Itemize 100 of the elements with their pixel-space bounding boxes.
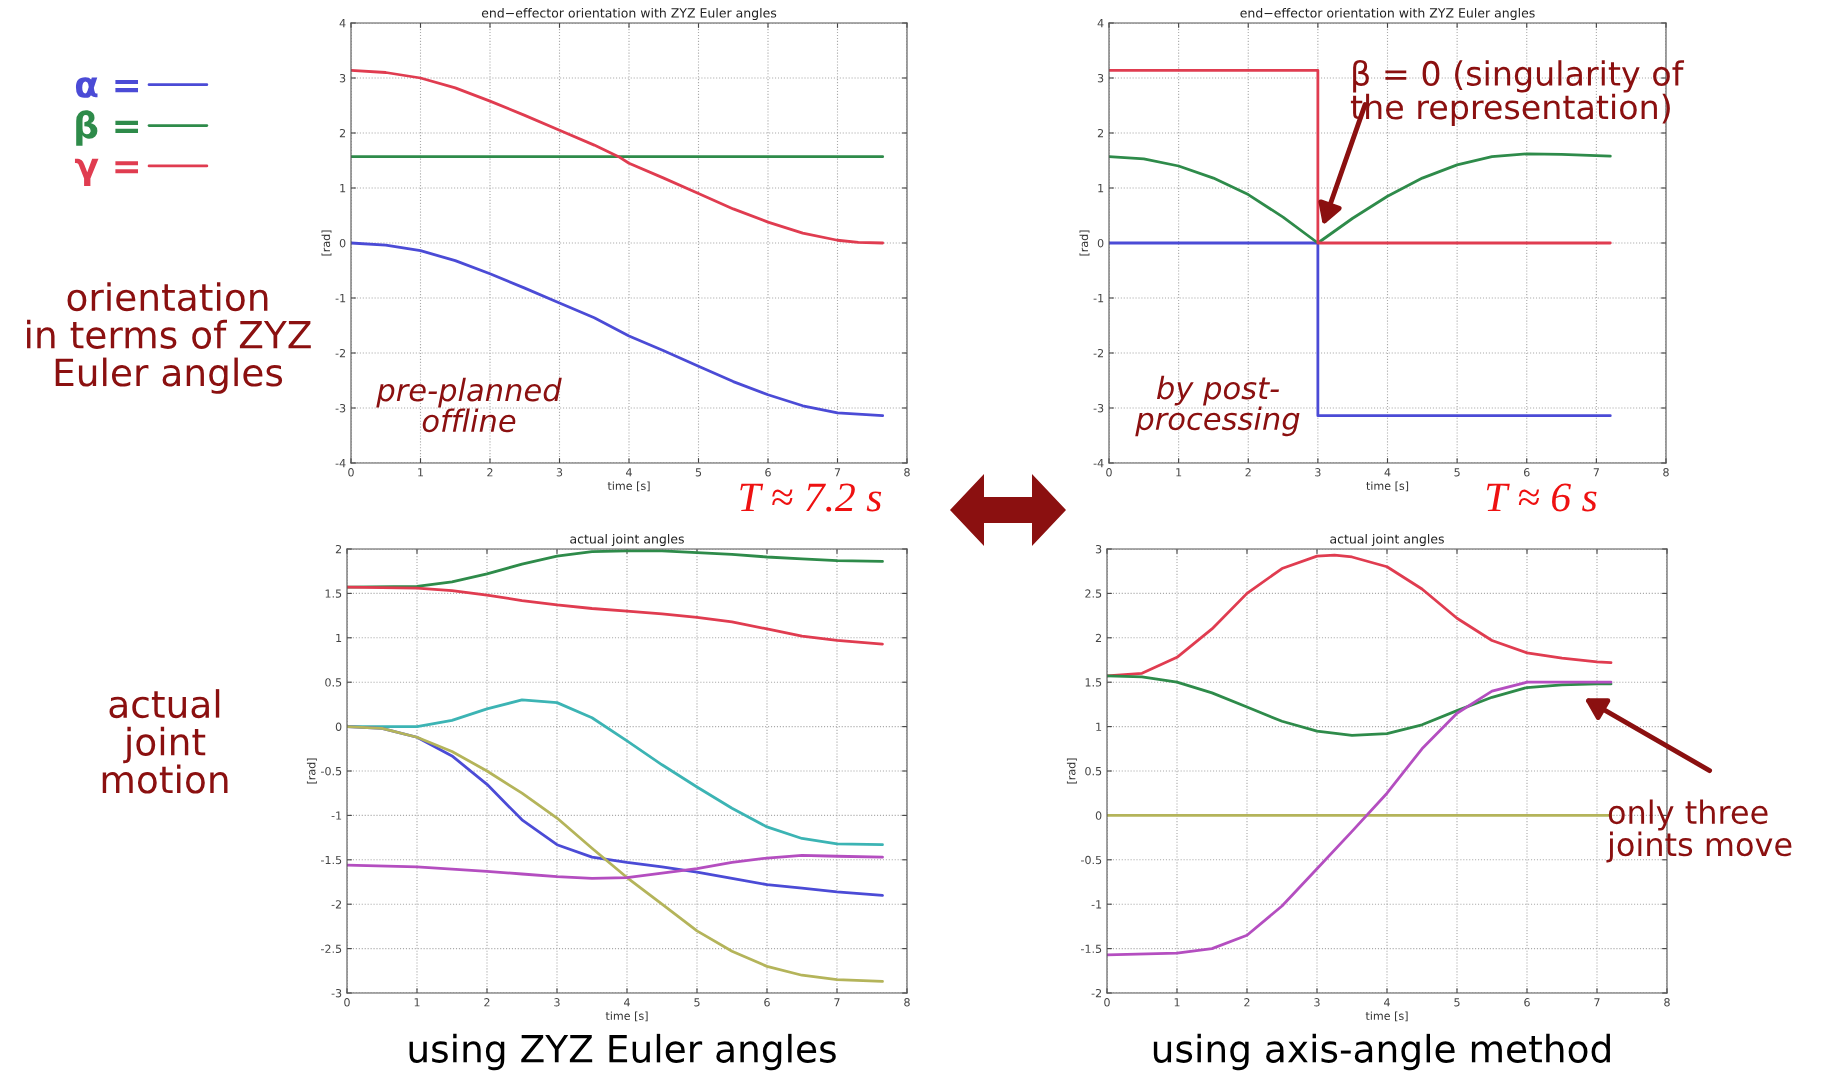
y-axis-title: [rad]	[321, 230, 332, 256]
x-tick-label: 2	[487, 468, 493, 477]
x-tick-label: 4	[1384, 998, 1390, 1007]
y-tick-label: 0	[1097, 238, 1104, 248]
y-tick-label: -1	[335, 294, 346, 303]
y-tick-label: -1	[331, 811, 342, 820]
y-tick-label: 3	[1097, 73, 1104, 83]
y-tick-label: -1.5	[1081, 944, 1102, 953]
y-tick-label: -2	[335, 348, 346, 358]
line-series	[1107, 553, 1613, 678]
x-tick-label: 4	[626, 468, 632, 477]
y-tick-label: 1	[340, 184, 346, 193]
x-tick-label: 6	[1524, 998, 1530, 1007]
x-tick-label: 6	[764, 998, 770, 1007]
y-tick-label: -2	[1091, 988, 1102, 998]
x-tick-label: 0	[1106, 468, 1112, 477]
x-tick-label: 2	[484, 998, 490, 1007]
line-series	[351, 68, 885, 245]
y-tick-label: 2.5	[1085, 589, 1102, 598]
y-tick-label: 2	[1095, 633, 1102, 643]
x-tick-label: 5	[695, 468, 702, 477]
x-axis-title: time [s]	[1365, 1011, 1408, 1022]
y-tick-label: -4	[335, 459, 346, 468]
x-tick-label: 7	[834, 468, 841, 477]
y-tick-label: -2	[331, 900, 342, 909]
x-tick-label: 4	[1384, 468, 1391, 477]
x-tick-label: 6	[765, 468, 771, 477]
line-series	[347, 585, 884, 646]
x-tick-label: 7	[1594, 998, 1600, 1007]
text: using ZYZ Euler angles	[409, 1033, 836, 1071]
x-tick-label: 5	[1454, 468, 1460, 477]
x-axis-title: time [s]	[1366, 481, 1409, 492]
y-tick-label: -3	[335, 403, 346, 413]
legend-label: γ =	[74, 158, 139, 187]
y-tick-label: 1	[1096, 722, 1102, 731]
annotation: pre-planned offline	[376, 377, 562, 433]
annotation: only three joints move	[1606, 799, 1792, 863]
text: orientation in terms of ZYZ Euler angles	[27, 282, 311, 394]
x-tick-label: 5	[694, 998, 700, 1007]
y-tick-label: 2	[1097, 128, 1104, 138]
x-tick-label: 0	[348, 468, 354, 477]
y-tick-label: 0	[335, 722, 342, 731]
x-tick-label: 7	[834, 998, 840, 1007]
text: using axis-angle method	[1153, 1033, 1610, 1071]
x-tick-label: 8	[904, 468, 910, 477]
y-tick-label: 4	[1097, 19, 1104, 28]
chart-title: actual joint angles	[570, 533, 684, 547]
x-tick-label: 2	[1245, 468, 1251, 477]
y-tick-label: -2.5	[321, 944, 342, 953]
text: T ≈ 6 s	[1486, 483, 1597, 512]
x-tick-label: 1	[418, 468, 424, 477]
y-tick-label: -1	[1093, 294, 1104, 303]
x-axis-title: time [s]	[607, 481, 650, 492]
x-tick-label: 8	[904, 998, 910, 1007]
legend-label: β =	[76, 110, 139, 146]
y-tick-label: 1.5	[325, 589, 342, 598]
y-tick-label: 0	[339, 238, 346, 248]
legend-label: α =	[75, 77, 139, 98]
x-axis-title: time [s]	[605, 1011, 648, 1022]
x-tick-label: 4	[624, 998, 630, 1007]
line-series	[347, 853, 884, 880]
x-tick-label: 5	[1454, 998, 1460, 1007]
y-tick-label: 0.5	[1085, 766, 1102, 776]
y-tick-label: -2	[1093, 348, 1104, 358]
y-tick-label: 4	[339, 19, 346, 28]
y-axis-title: [rad]	[1079, 230, 1090, 256]
x-tick-label: 1	[1176, 468, 1182, 477]
x-tick-label: 8	[1664, 998, 1670, 1007]
y-tick-label: 3	[339, 73, 346, 83]
y-tick-label: -3	[331, 988, 342, 998]
y-tick-label: 1	[336, 633, 342, 643]
y-tick-label: -0.5	[321, 766, 342, 776]
x-tick-label: 3	[556, 468, 563, 477]
x-tick-label: 2	[1244, 998, 1250, 1007]
y-tick-label: -1.5	[321, 855, 342, 865]
y-tick-label: 0.5	[325, 678, 342, 687]
y-tick-label: -0.5	[1081, 855, 1102, 865]
x-tick-label: 3	[554, 998, 560, 1007]
text: T ≈ 7.2 s	[740, 483, 882, 512]
x-tick-label: 3	[1314, 998, 1320, 1007]
line-series	[1109, 152, 1612, 245]
y-tick-label: 3	[1095, 544, 1102, 554]
x-tick-label: 3	[1315, 468, 1321, 477]
x-tick-label: 1	[1174, 998, 1180, 1007]
y-axis-title: [rad]	[306, 758, 317, 784]
y-tick-label: 2	[335, 544, 342, 554]
chart-title: end−effector orientation with ZYZ Euler angles	[1240, 7, 1535, 21]
y-tick-label: 1.5	[1085, 678, 1102, 687]
y-tick-label: 2	[339, 128, 346, 138]
x-tick-label: 1	[414, 998, 420, 1007]
x-tick-label: 7	[1593, 468, 1599, 477]
y-tick-label: -4	[1093, 459, 1104, 468]
chart-title: end−effector orientation with ZYZ Euler angles	[481, 7, 777, 21]
y-axis-title: [rad]	[1066, 758, 1077, 784]
x-tick-label: 0	[1104, 998, 1110, 1007]
line-series	[347, 725, 884, 983]
annotation: by post- processing	[1135, 375, 1300, 437]
y-tick-label: 0	[1095, 811, 1102, 820]
y-tick-label: 1	[1098, 184, 1104, 193]
line-series	[1107, 674, 1613, 737]
